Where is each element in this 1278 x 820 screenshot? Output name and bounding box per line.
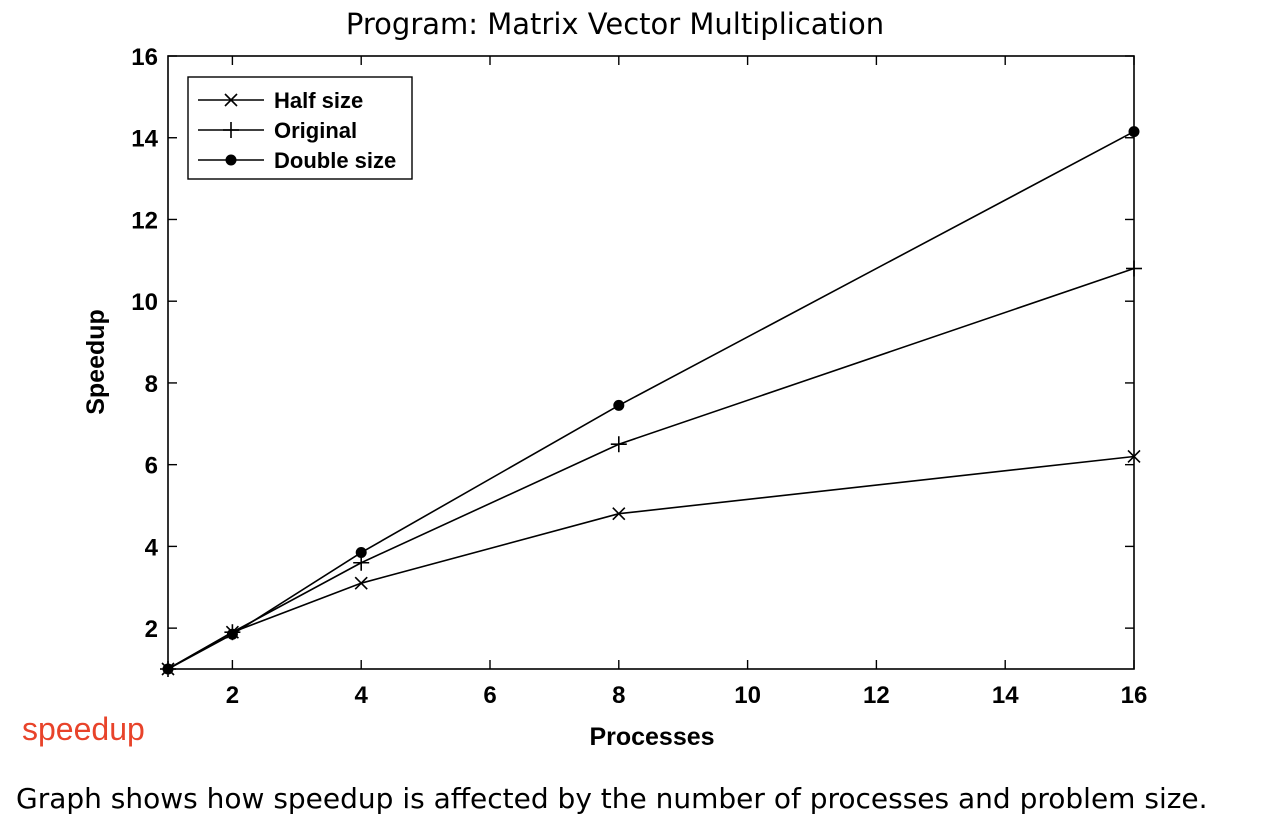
y-tick-label: 14	[131, 126, 158, 153]
y-tick-label: 16	[131, 44, 158, 71]
plot-frame	[167, 55, 1135, 670]
speedup-annotation: speedup	[22, 711, 145, 747]
point-double-size	[1128, 126, 1140, 138]
chart-title: Program: Matrix Vector Multiplication	[346, 7, 884, 41]
x-tick-label: 8	[612, 682, 625, 709]
x-tick-label: 6	[483, 682, 496, 709]
x-tick-label: 4	[355, 682, 369, 709]
x-axis-label: Processes	[589, 723, 714, 751]
figure-caption: Graph shows how speedup is affected by t…	[16, 782, 1208, 815]
y-tick-labels: 2 4 6 8 10 12 14 16	[131, 44, 158, 643]
y-tick-label: 12	[131, 207, 158, 234]
point-half-size	[1127, 449, 1141, 464]
tick-marks	[168, 55, 1135, 669]
y-tick-label: 4	[145, 534, 159, 561]
legend-marker-double-size	[225, 154, 237, 166]
point-half-size	[612, 507, 626, 521]
point-double-size	[162, 663, 174, 675]
series-layer	[160, 126, 1142, 677]
x-tick-label: 16	[1121, 682, 1148, 709]
point-original	[1126, 260, 1142, 277]
legend-label-double-size: Double size	[274, 148, 396, 173]
point-half-size	[354, 576, 368, 590]
point-double-size	[355, 547, 367, 559]
legend-label-half-size: Half size	[274, 88, 363, 113]
y-axis-label: Speedup	[82, 309, 110, 415]
y-tick-label: 6	[145, 453, 158, 480]
point-double-size	[226, 628, 238, 640]
legend-marker-original	[223, 122, 239, 138]
y-tick-label: 2	[145, 616, 158, 643]
series-line-half-size	[167, 455, 1135, 670]
legend-label-original: Original	[274, 118, 357, 143]
point-double-size	[613, 399, 625, 411]
legend-marker-half-size	[224, 93, 238, 107]
x-tick-labels: 2 4 6 8 10 12 14 16	[226, 682, 1148, 709]
x-tick-label: 14	[992, 682, 1019, 709]
x-tick-label: 10	[734, 682, 761, 709]
legend: Half size Original Double size	[187, 76, 413, 180]
x-tick-label: 2	[226, 682, 239, 709]
y-tick-label: 10	[131, 289, 158, 316]
series-line-original	[167, 267, 1135, 670]
point-original	[610, 436, 627, 453]
x-tick-label: 12	[863, 682, 890, 709]
y-tick-label: 8	[145, 371, 158, 398]
